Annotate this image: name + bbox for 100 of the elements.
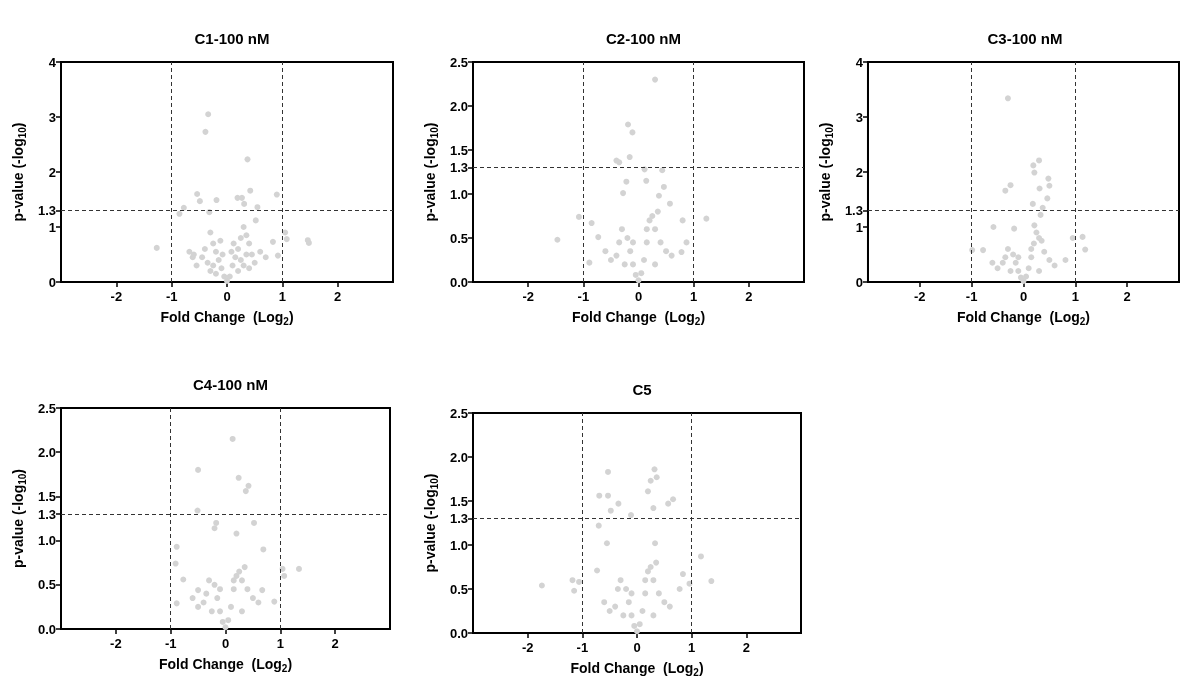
x-tick-label: 0	[634, 289, 643, 304]
point	[642, 590, 649, 597]
y-tick-label: 2.5	[37, 400, 56, 416]
x-tick-label: -1	[965, 289, 978, 304]
x-tick-label: -2	[110, 636, 122, 651]
point	[1028, 254, 1035, 261]
point	[1007, 182, 1014, 189]
chart-title: C2-100 nM	[605, 30, 682, 47]
point	[245, 482, 252, 489]
chart-title: C5	[632, 381, 652, 398]
y-tick-label: 1	[48, 219, 56, 235]
y-axis-title: p-value (-log10)	[422, 473, 440, 573]
y-tick-label: 4	[48, 54, 57, 70]
point	[255, 599, 262, 606]
point	[650, 505, 657, 512]
point	[249, 595, 256, 602]
point	[624, 235, 631, 241]
point	[1031, 222, 1038, 229]
point	[173, 543, 180, 550]
point	[1011, 225, 1018, 232]
point	[172, 560, 179, 567]
y-tick-label: 0	[855, 274, 863, 290]
point	[652, 540, 659, 547]
point	[660, 183, 667, 190]
point	[980, 247, 987, 254]
point	[195, 603, 202, 610]
y-axis-title: p-value (-log10)	[817, 122, 835, 222]
point	[652, 226, 659, 233]
point	[655, 590, 662, 597]
x-tick-label: -1	[576, 640, 589, 655]
y-tick-label: 1	[855, 219, 863, 235]
point	[230, 577, 237, 584]
point	[569, 577, 576, 584]
y-tick-label: 1.0	[449, 186, 468, 202]
point	[644, 488, 651, 495]
point	[206, 577, 213, 584]
point	[571, 587, 578, 594]
y-tick-label: 1.5	[37, 488, 56, 504]
point	[601, 599, 608, 606]
point	[650, 612, 657, 619]
point	[990, 224, 997, 230]
point	[607, 257, 614, 263]
point	[1029, 200, 1036, 207]
point	[595, 234, 602, 241]
point	[606, 608, 613, 614]
point	[679, 217, 686, 224]
x-tick-label: 2	[1123, 289, 1131, 304]
point	[281, 572, 288, 579]
point	[1041, 248, 1048, 255]
chart-title: C4-100 nM	[192, 376, 269, 393]
point	[666, 603, 673, 610]
x-tick-label: 0	[223, 289, 231, 304]
point	[614, 586, 621, 592]
point	[229, 435, 236, 442]
point	[625, 599, 632, 606]
point	[615, 500, 622, 507]
x-tick-label: -1	[577, 289, 590, 304]
point	[1025, 265, 1032, 272]
point	[189, 595, 196, 602]
point	[1023, 273, 1030, 280]
point	[612, 603, 619, 610]
y-axis-title: p-value (-log10)	[422, 122, 440, 222]
y-axis-title: p-value (-log10)	[10, 122, 28, 222]
point	[647, 564, 654, 570]
point	[1010, 251, 1017, 258]
y-tick-label: 1.3	[449, 160, 468, 176]
point	[1037, 211, 1044, 218]
point	[244, 586, 251, 593]
point	[222, 624, 229, 631]
y-axis-title: p-value (-log10)	[10, 468, 28, 569]
point	[203, 590, 210, 597]
point	[642, 577, 649, 584]
point	[588, 220, 595, 227]
point	[636, 621, 643, 628]
point	[1051, 262, 1058, 269]
point	[1030, 162, 1037, 169]
point	[235, 474, 242, 481]
point	[242, 488, 249, 495]
point	[629, 239, 636, 246]
x-tick-label: -1	[165, 289, 178, 304]
y-tick-label: 2.5	[449, 405, 468, 421]
y-tick-label: 1.5	[449, 142, 468, 158]
y-tick-label: 1.5	[449, 493, 468, 509]
point	[620, 612, 627, 619]
point	[613, 252, 620, 259]
x-tick-label: 1	[276, 636, 284, 651]
x-tick-label: -1	[164, 636, 177, 651]
point	[1031, 169, 1038, 176]
point	[632, 271, 639, 278]
point	[643, 239, 650, 246]
point	[654, 208, 661, 215]
point	[1007, 268, 1014, 274]
point	[989, 259, 996, 266]
point	[634, 628, 640, 635]
point	[638, 270, 645, 277]
point	[1044, 195, 1051, 202]
point	[653, 474, 660, 481]
point	[1062, 257, 1069, 263]
y-tick-label: 4	[855, 54, 864, 70]
x-tick-label: 2	[331, 636, 339, 651]
